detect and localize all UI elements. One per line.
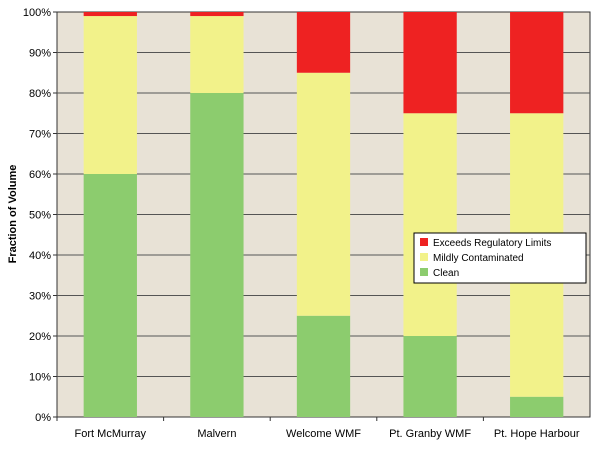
bar-exceeds-regulatory-limits-welcome-wmf	[296, 12, 351, 73]
y-tick-label: 90%	[29, 48, 51, 60]
y-tick-label: 0%	[35, 412, 51, 424]
legend-label: Mildly Contaminated	[433, 253, 524, 264]
bar-mildly-contaminated-fort-mcmurray	[83, 16, 137, 174]
bar-mildly-contaminated-pt-granby-wmf	[403, 113, 457, 336]
bar-clean-malvern	[190, 93, 244, 417]
legend-label: Clean	[433, 268, 459, 279]
y-tick-label: 30%	[29, 291, 51, 303]
x-axis-ticks: Fort McMurray Malvern Welcome WMF Pt. Granb…	[56, 417, 580, 440]
y-axis-title: Fraction of Volume	[7, 165, 19, 264]
bar-clean-fort-mcmurray	[83, 174, 137, 417]
x-tick-label: Pt. Granby WMF	[389, 428, 471, 440]
y-tick-label: 100%	[23, 7, 51, 19]
y-tick-label: 20%	[29, 331, 51, 343]
bar-exceeds-regulatory-limits-malvern	[190, 12, 244, 17]
y-tick-label: 50%	[29, 210, 51, 222]
y-tick-label: 70%	[29, 129, 51, 141]
legend-box	[413, 232, 587, 284]
y-tick-label: 60%	[29, 169, 51, 181]
y-axis-ticks: 0% 10% 20% 30% 40% 50% 60% 70% 80% 90% 100%	[23, 7, 57, 424]
bar-exceeds-regulatory-limits-pt-granby-wmf	[403, 12, 457, 114]
y-tick-label: 10%	[29, 372, 51, 384]
legend: Exceeds Regulatory Limits Mildly Contamin…	[413, 232, 587, 284]
bars	[83, 12, 564, 417]
bar-mildly-contaminated-malvern	[190, 16, 244, 93]
y-tick-label: 40%	[29, 250, 51, 262]
bar-clean-pt-granby-wmf	[403, 336, 457, 417]
x-tick-label: Malvern	[197, 428, 236, 440]
bar-clean-pt-hope-harbour	[510, 396, 564, 417]
legend-label: Exceeds Regulatory Limits	[433, 238, 551, 249]
bar-clean-welcome-wmf	[296, 315, 351, 417]
y-tick-label: 80%	[29, 88, 51, 100]
bar-exceeds-regulatory-limits-pt-hope-harbour	[510, 12, 564, 114]
legend-swatch-clean	[420, 268, 428, 276]
legend-swatch-mildly-contaminated	[420, 253, 428, 261]
bar-mildly-contaminated-welcome-wmf	[296, 72, 351, 316]
x-tick-label: Welcome WMF	[286, 428, 361, 440]
x-tick-label: Fort McMurray	[75, 428, 147, 440]
legend-swatch-exceeds-regulatory-limits	[420, 238, 428, 246]
bar-exceeds-regulatory-limits-fort-mcmurray	[83, 12, 137, 17]
x-tick-label: Pt. Hope Harbour	[494, 428, 580, 440]
